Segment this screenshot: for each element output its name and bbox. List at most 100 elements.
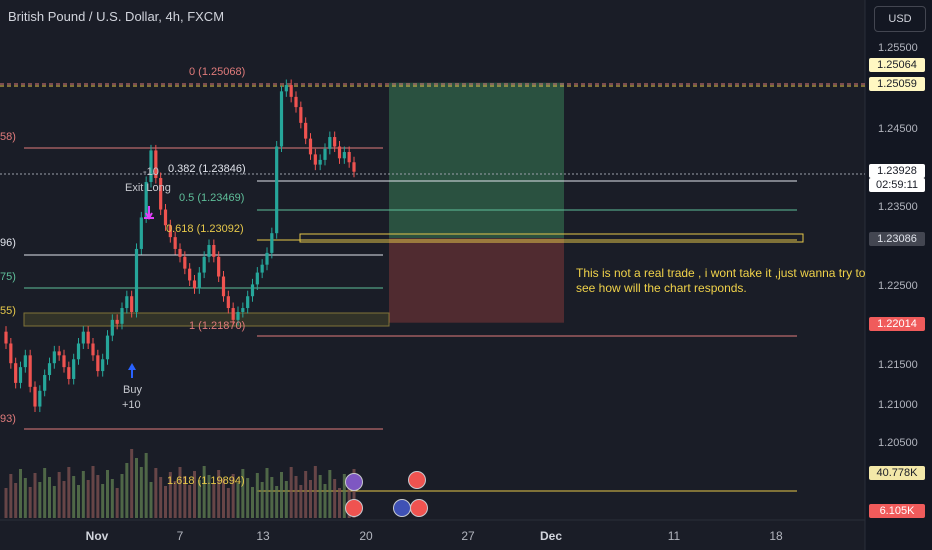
candle-body bbox=[275, 146, 279, 234]
left-edge-label: 75) bbox=[0, 271, 16, 283]
entry-box bbox=[299, 233, 804, 243]
volume-bar bbox=[91, 466, 95, 518]
candle-body bbox=[72, 359, 76, 379]
volume-bar bbox=[323, 484, 327, 518]
candle-body bbox=[265, 252, 269, 265]
us-flag-icon[interactable] bbox=[393, 499, 411, 517]
candle-body bbox=[313, 154, 317, 165]
volume-bar bbox=[188, 485, 192, 518]
volume-bar bbox=[275, 486, 279, 518]
price-tick: 1.24500 bbox=[878, 123, 918, 135]
volume-bar bbox=[4, 488, 8, 518]
candle-body bbox=[347, 152, 351, 163]
candle-body bbox=[221, 276, 226, 297]
candle-body bbox=[188, 268, 192, 281]
entry-price-tag: 1.23086 bbox=[869, 232, 925, 246]
bar-countdown-tag: 02:59:11 bbox=[869, 178, 925, 192]
candle-body bbox=[279, 91, 284, 147]
price-tick: 1.20500 bbox=[878, 437, 918, 449]
candle-body bbox=[304, 122, 308, 139]
volume-bar bbox=[246, 478, 250, 518]
fib-label-1618: 1.618 (1.19894) bbox=[167, 475, 245, 487]
uk-flag-icon[interactable] bbox=[408, 471, 426, 489]
uk-flag-icon[interactable] bbox=[410, 499, 428, 517]
candle-body bbox=[101, 359, 105, 372]
buy-arrow-icon bbox=[128, 363, 136, 378]
candle-body bbox=[299, 107, 303, 123]
candle-body bbox=[255, 272, 259, 285]
volume-bar bbox=[183, 476, 187, 518]
candle-body bbox=[284, 85, 288, 92]
fib-label-05: 0.5 (1.23469) bbox=[179, 192, 245, 204]
volume-bar bbox=[299, 485, 303, 518]
candle-body bbox=[139, 217, 143, 249]
volume-bar bbox=[33, 473, 37, 518]
candle-body bbox=[226, 296, 230, 309]
price-tick: 1.22500 bbox=[878, 280, 918, 292]
candle-body bbox=[23, 355, 27, 368]
volume-bar bbox=[106, 470, 109, 518]
candle-body bbox=[33, 386, 37, 407]
volume-bar bbox=[130, 449, 134, 518]
volume-bar bbox=[241, 469, 245, 518]
candle-body bbox=[318, 159, 322, 165]
price-tick: 1.21500 bbox=[878, 359, 918, 371]
volume-bar bbox=[333, 479, 337, 518]
volume-bar bbox=[120, 474, 124, 518]
symbol-title: British Pound / U.S. Dollar, 4h, FXCM bbox=[8, 9, 225, 24]
candle-body bbox=[168, 225, 172, 238]
volume-bar bbox=[168, 472, 172, 518]
candle-body bbox=[289, 85, 293, 97]
candle-body bbox=[270, 233, 274, 253]
price-tick: 1.21000 bbox=[878, 399, 918, 411]
volume-bar bbox=[14, 483, 18, 518]
candle-body bbox=[207, 245, 211, 257]
lightning-event-icon[interactable] bbox=[345, 473, 363, 491]
currency-button[interactable]: USD bbox=[874, 6, 926, 32]
time-tick: 7 bbox=[176, 529, 184, 543]
time-tick: 18 bbox=[769, 529, 783, 543]
candle-body bbox=[236, 311, 240, 320]
buy-signal-qty: +10 bbox=[122, 399, 141, 411]
fib-top-price-tag: 1.25064 bbox=[869, 58, 925, 72]
chart-note: This is not a real trade , i wont take i… bbox=[576, 266, 866, 295]
candle-body bbox=[202, 256, 206, 273]
uk-flag-icon[interactable] bbox=[345, 499, 363, 517]
fib-label-1: 1 (1.21870) bbox=[189, 320, 246, 332]
volume-bar bbox=[289, 467, 293, 518]
candle-body bbox=[86, 331, 90, 344]
volume-bar bbox=[342, 474, 346, 518]
candle-body bbox=[130, 296, 134, 312]
volume-bar bbox=[260, 482, 264, 518]
candle-body bbox=[294, 96, 298, 108]
candle-body bbox=[52, 351, 56, 364]
fib-label-0382: 0.382 (1.23846) bbox=[168, 163, 246, 175]
candle-body bbox=[241, 308, 245, 312]
candle-body bbox=[328, 137, 332, 149]
volume-bar bbox=[149, 482, 153, 518]
volume-bar bbox=[313, 466, 317, 518]
volume-bar bbox=[265, 468, 269, 518]
volume-bar bbox=[197, 480, 201, 518]
volume-bar bbox=[86, 480, 90, 518]
candle-body bbox=[342, 152, 346, 159]
time-tick: Nov bbox=[85, 529, 109, 543]
volume-bar bbox=[318, 475, 322, 518]
price-tick: 1.23500 bbox=[878, 201, 918, 213]
volume-bar bbox=[23, 478, 27, 518]
volume-bar bbox=[144, 453, 148, 518]
volume-bar bbox=[77, 485, 80, 518]
volume-bar bbox=[212, 484, 216, 518]
left-edge-label: 93) bbox=[0, 413, 16, 425]
profit-zone bbox=[389, 82, 564, 239]
candle-body bbox=[67, 367, 71, 379]
volume-bar bbox=[207, 475, 211, 518]
candle-body bbox=[96, 355, 100, 372]
volume-bar bbox=[352, 469, 356, 518]
candle-body bbox=[38, 390, 42, 407]
candle-body bbox=[323, 148, 327, 160]
candle-body bbox=[217, 256, 221, 277]
volume-bar bbox=[251, 487, 254, 518]
